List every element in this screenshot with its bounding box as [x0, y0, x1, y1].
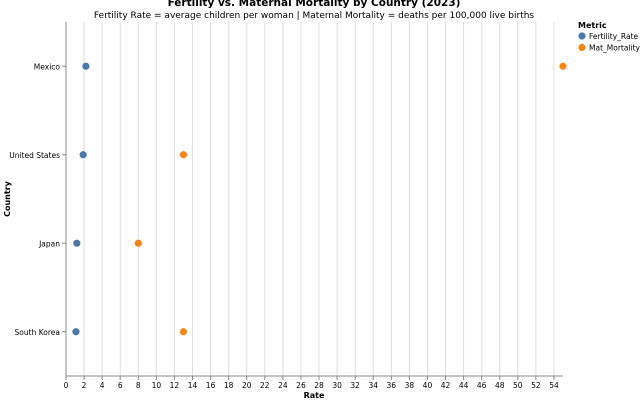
legend-symbol	[578, 32, 586, 40]
x-tick-label: 4	[100, 381, 105, 390]
x-tick-label: 54	[549, 381, 559, 390]
x-tick-label: 52	[531, 381, 541, 390]
y-tick-label: Mexico	[34, 62, 61, 71]
x-tick-label: 42	[441, 381, 451, 390]
x-tick-label: 50	[513, 381, 523, 390]
x-tick-label: 10	[152, 381, 162, 390]
chart-title: Fertility vs. Maternal Mortality by Coun…	[168, 0, 461, 9]
x-tick-label: 24	[278, 381, 288, 390]
y-tick-label: United States	[9, 151, 60, 160]
legend-label: Mat_Mortality	[589, 44, 640, 53]
x-tick-label: 18	[224, 381, 234, 390]
x-tick-label: 32	[350, 381, 360, 390]
legend: Metric Fertility_Rate Mat_Mortality	[578, 21, 640, 53]
x-tick-label: 20	[242, 381, 252, 390]
x-tick-label: 38	[405, 381, 415, 390]
legend-symbol	[578, 43, 586, 52]
x-tick-label: 48	[495, 381, 505, 390]
x-tick-label: 0	[64, 381, 69, 390]
data-point	[73, 239, 81, 247]
x-tick-label: 28	[314, 381, 324, 390]
x-tick-label: 12	[170, 381, 180, 390]
x-tick-label: 14	[188, 381, 198, 390]
x-tick-label: 26	[296, 381, 306, 390]
data-point	[79, 151, 87, 159]
legend-title: Metric	[578, 21, 607, 30]
x-tick-label: 46	[477, 381, 487, 390]
x-tick-label: 8	[136, 381, 141, 390]
chart-subtitle: Fertility Rate = average children per wo…	[94, 11, 535, 21]
x-tick-label: 6	[118, 381, 123, 390]
x-tick-label: 36	[387, 381, 397, 390]
x-tick-label: 16	[206, 381, 216, 390]
x-tick-label: 40	[423, 381, 433, 390]
y-tick-label: Japan	[38, 239, 60, 248]
axes: 0 2 4 6 8 10 12 14 16 18 20 22 24 26 28 30 32 34 36 38 40 42 4…	[9, 22, 563, 390]
data-point	[82, 62, 90, 70]
x-tick-label: 34	[368, 381, 378, 390]
data-point	[179, 151, 188, 159]
data-points	[72, 62, 567, 336]
x-tick-label: 2	[82, 381, 87, 390]
x-tick-label: 30	[332, 381, 342, 390]
legend-label: Fertility_Rate	[589, 32, 639, 41]
x-axis-title: Rate	[304, 391, 325, 400]
y-axis-title: Country	[3, 180, 12, 217]
data-point	[72, 328, 80, 336]
x-tick-label: 22	[260, 381, 270, 390]
grid	[65, 22, 555, 376]
y-tick-label: South Korea	[15, 328, 60, 337]
data-point	[559, 62, 567, 70]
data-point	[134, 239, 142, 247]
data-point	[179, 328, 188, 336]
x-tick-label: 44	[459, 381, 469, 390]
